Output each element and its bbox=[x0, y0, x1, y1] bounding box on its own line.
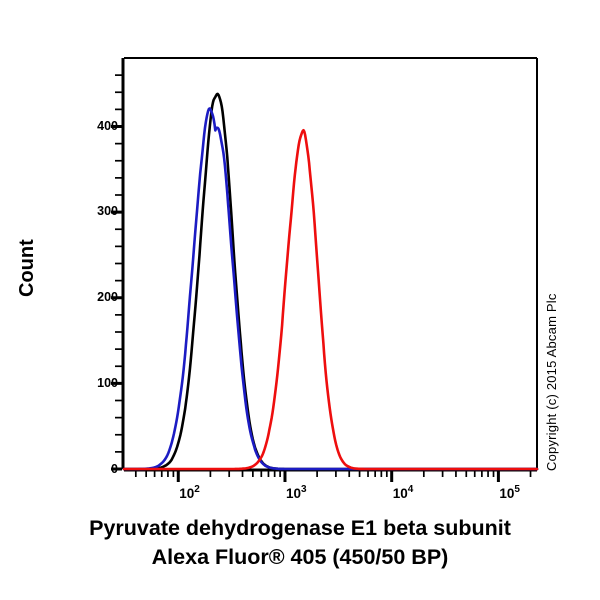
series-red-curve bbox=[122, 128, 539, 471]
figure-title-line2: Alexa Fluor® 405 (450/50 BP) bbox=[151, 545, 449, 569]
y-tick-label-400: 400 bbox=[97, 119, 118, 133]
x-tick-base: 10 bbox=[499, 486, 515, 501]
y-tick-label-300: 300 bbox=[97, 204, 118, 218]
figure-title-line1: Pyruvate dehydrogenase E1 beta subunit bbox=[89, 516, 511, 540]
x-tick-label-1e3: 103 bbox=[286, 484, 307, 506]
x-tick-base: 10 bbox=[392, 486, 408, 501]
y-axis-title: Count bbox=[16, 239, 38, 297]
copyright-notice: Copyright (c) 2015 Abcam Plc bbox=[544, 293, 559, 471]
x-tick-exponent: 3 bbox=[301, 484, 307, 495]
x-tick-base: 10 bbox=[285, 486, 301, 501]
x-tick-base: 10 bbox=[179, 486, 195, 501]
y-tick-label-0: 0 bbox=[111, 462, 118, 476]
x-tick-exponent: 5 bbox=[514, 484, 520, 495]
x-tick-label-1e4: 104 bbox=[393, 484, 414, 506]
y-tick-label-200: 200 bbox=[97, 290, 118, 304]
x-tick-exponent: 4 bbox=[407, 484, 414, 495]
x-tick-label-1e5: 105 bbox=[499, 484, 520, 506]
x-tick-label-1e2: 102 bbox=[179, 484, 200, 506]
figure-title: Pyruvate dehydrogenase E1 beta subunit A… bbox=[0, 514, 600, 572]
y-tick-label-100: 100 bbox=[97, 376, 118, 390]
x-tick-exponent: 2 bbox=[194, 484, 200, 495]
